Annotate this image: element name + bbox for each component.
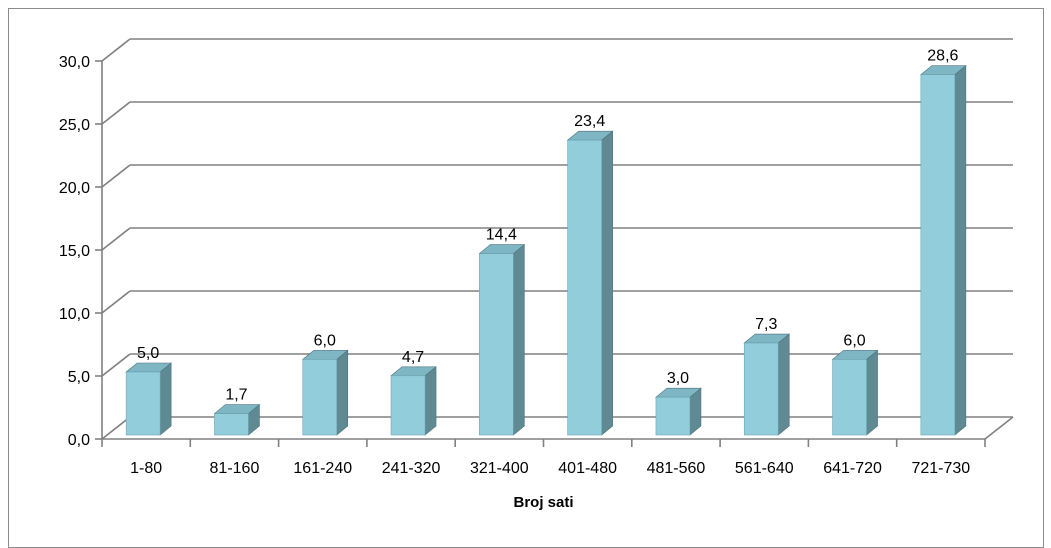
bar (479, 253, 514, 436)
bar (214, 413, 249, 436)
bar-group: 5,0 (125, 345, 172, 436)
bar-side (601, 130, 613, 436)
bars: 5,0 1,7 6,0 4,7 14,4 23,4 3,0 7,3 6,0 28,6 (125, 48, 967, 436)
y-tick-label: 10,0 (59, 306, 90, 323)
x-axis-title: Broj sati (513, 494, 573, 511)
x-tick-label: 161-240 (293, 460, 352, 477)
x-tick-label: 721-730 (911, 460, 970, 477)
bar-side (424, 366, 437, 436)
x-tick-label: 321-400 (470, 460, 529, 477)
chart-frame (8, 8, 1044, 548)
bar (655, 396, 691, 436)
data-label: 4,7 (402, 349, 424, 366)
gridline-diagonal (101, 353, 131, 377)
x-tick-label: 401-480 (558, 460, 617, 477)
data-label: 5,0 (137, 345, 159, 362)
bar-group: 23,4 (566, 113, 614, 436)
data-label: 14,4 (486, 227, 517, 244)
x-tick-label: 81-160 (210, 460, 260, 477)
x-tick-label: 561-640 (735, 460, 794, 477)
x-axis-ticks: 1-80 81-160 161-240 241-320 321-400 401-480 48… (101, 439, 986, 477)
y-tick-label: 30,0 (59, 54, 90, 71)
bar (390, 375, 426, 436)
y-tick-label: 15,0 (59, 243, 90, 260)
bar-side (866, 349, 878, 436)
data-label: 28,6 (927, 48, 958, 65)
bar-side (777, 333, 790, 436)
bar-group: 28,6 (920, 48, 967, 436)
data-label: 23,4 (574, 113, 605, 130)
data-label: 6,0 (843, 332, 865, 349)
bar-group: 4,7 (390, 349, 437, 436)
bar (832, 359, 867, 436)
y-tick-label: 20,0 (59, 180, 90, 197)
data-label: 3,0 (667, 370, 689, 387)
gridline-diagonal (101, 164, 131, 188)
bar (567, 139, 602, 436)
bar-side (513, 243, 525, 436)
bar-group: 7,3 (743, 316, 791, 436)
data-label: 6,0 (314, 332, 336, 349)
bar-side (159, 362, 172, 436)
bar (743, 342, 779, 436)
data-label: 7,3 (755, 316, 777, 333)
floor-edge (984, 416, 1014, 440)
bar-group: 3,0 (655, 370, 702, 436)
gridline-diagonal (101, 38, 131, 62)
y-axis-ticks: 0,0 5,0 10,0 15,0 20,0 25,0 30,0 (59, 54, 102, 449)
x-tick-label: 241-320 (382, 460, 441, 477)
y-tick-label: 5,0 (68, 369, 90, 386)
bar-group: 1,7 (213, 387, 261, 436)
x-tick-label: 641-720 (823, 460, 882, 477)
y-tick-label: 0,0 (68, 432, 90, 449)
bar-side (336, 349, 349, 436)
data-label: 1,7 (225, 387, 247, 404)
bar-group: 14,4 (478, 227, 526, 436)
bar-group: 6,0 (831, 332, 879, 436)
bar (920, 74, 956, 436)
x-tick-label: 481-560 (647, 460, 706, 477)
gridline-diagonal (101, 416, 131, 440)
bar (302, 359, 338, 436)
gridline-diagonal (101, 101, 131, 125)
gridline-diagonal (101, 227, 131, 251)
y-tick-label: 25,0 (59, 117, 90, 134)
x-tick-label: 1-80 (130, 460, 162, 477)
gridline-diagonal (101, 290, 131, 314)
bar-group: 6,0 (301, 332, 349, 436)
bar-side (954, 65, 967, 436)
bar (125, 371, 161, 436)
